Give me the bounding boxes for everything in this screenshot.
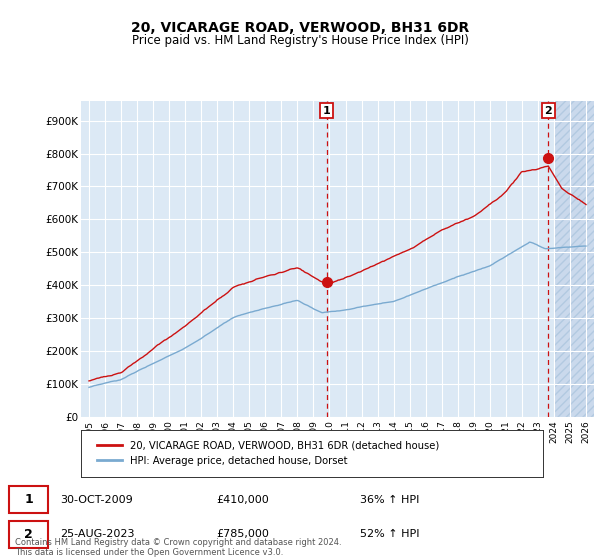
Text: 36% ↑ HPI: 36% ↑ HPI [360,494,419,505]
Text: 52% ↑ HPI: 52% ↑ HPI [360,529,419,539]
Text: 30-OCT-2009: 30-OCT-2009 [60,494,133,505]
Text: £785,000: £785,000 [216,529,269,539]
Bar [554,101,594,417]
Text: 20, VICARAGE ROAD, VERWOOD, BH31 6DR: 20, VICARAGE ROAD, VERWOOD, BH31 6DR [131,21,469,35]
FancyBboxPatch shape [9,521,48,548]
Text: Contains HM Land Registry data © Crown copyright and database right 2024.
This d: Contains HM Land Registry data © Crown c… [15,538,341,557]
Text: 25-AUG-2023: 25-AUG-2023 [60,529,134,539]
Text: 1: 1 [24,493,33,506]
Text: 2: 2 [24,528,33,541]
Text: 2: 2 [544,105,552,115]
Text: 1: 1 [323,105,331,115]
FancyBboxPatch shape [9,486,48,513]
Legend: 20, VICARAGE ROAD, VERWOOD, BH31 6DR (detached house), HPI: Average price, detac: 20, VICARAGE ROAD, VERWOOD, BH31 6DR (de… [93,437,443,470]
Text: £410,000: £410,000 [216,494,269,505]
Text: Price paid vs. HM Land Registry's House Price Index (HPI): Price paid vs. HM Land Registry's House … [131,34,469,46]
